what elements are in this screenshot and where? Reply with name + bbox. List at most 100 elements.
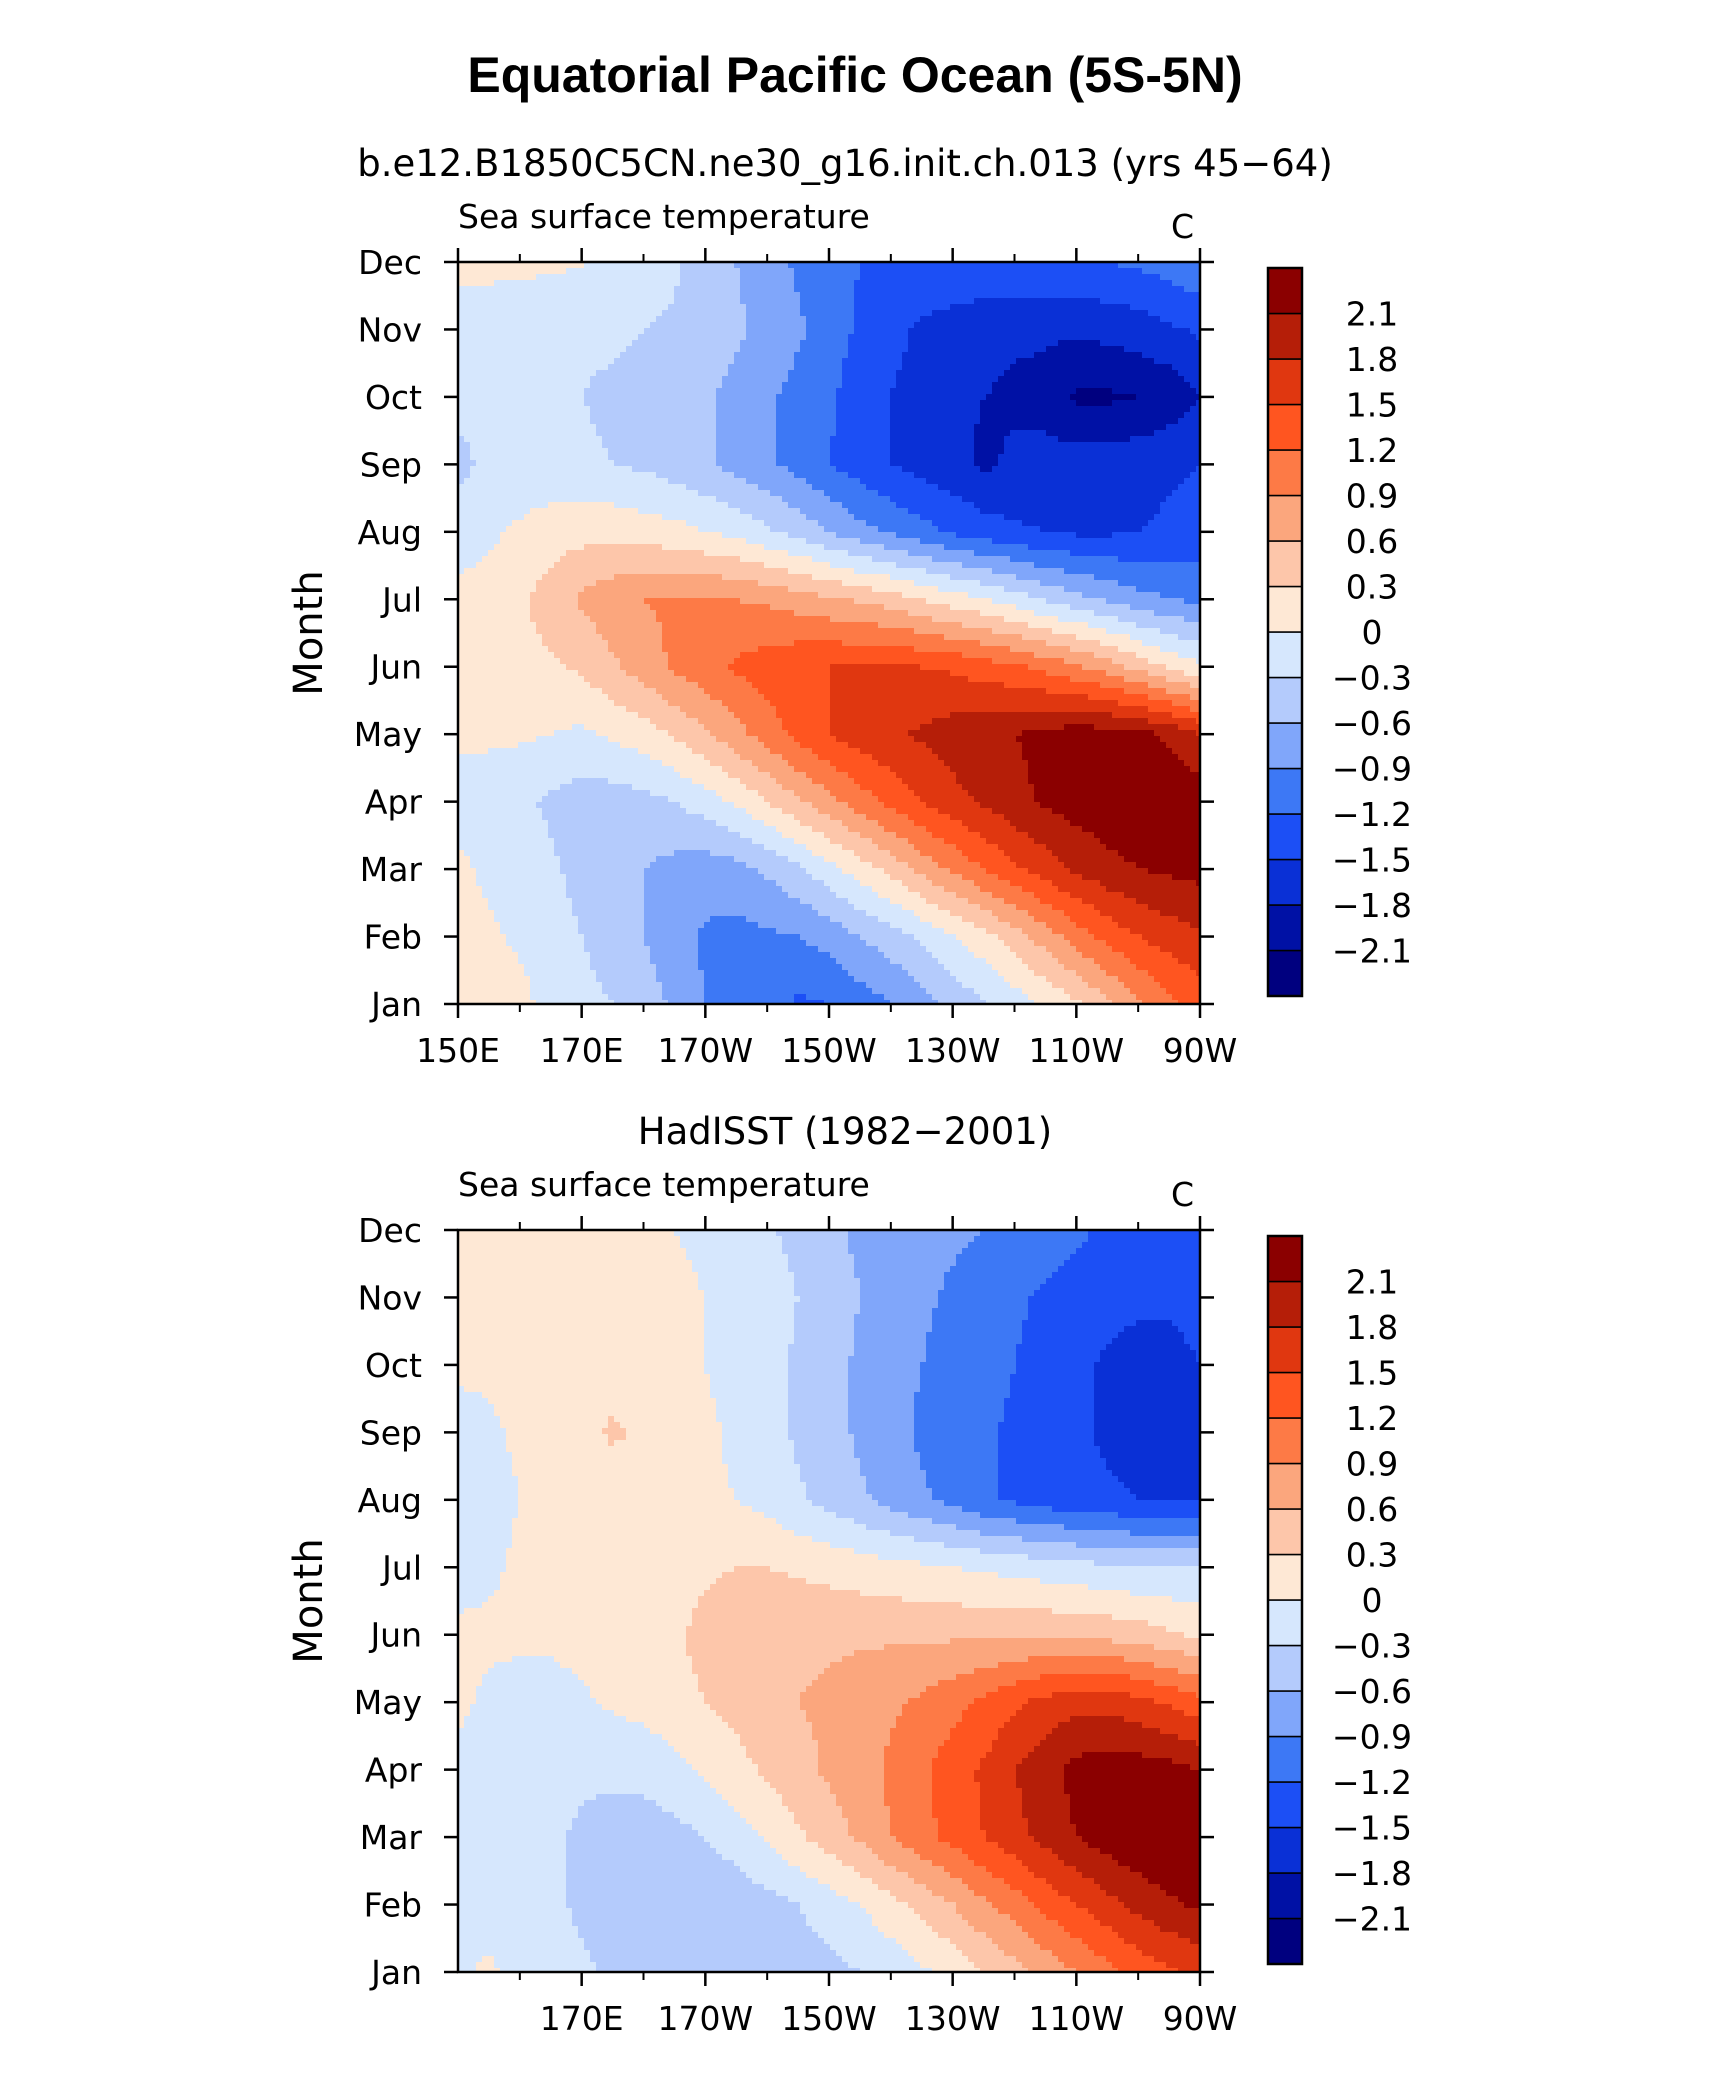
- sst-cell: [902, 418, 909, 425]
- sst-cell: [740, 364, 747, 371]
- sst-cell: [1040, 340, 1047, 347]
- sst-cell: [464, 298, 471, 305]
- sst-cell: [536, 412, 543, 419]
- sst-cell: [674, 268, 681, 275]
- sst-cell: [1112, 370, 1119, 377]
- sst-cell: [614, 436, 621, 443]
- sst-cell: [494, 358, 501, 365]
- sst-cell: [1100, 424, 1107, 431]
- sst-cell: [692, 340, 699, 347]
- sst-cell: [722, 358, 729, 365]
- sst-cell: [950, 460, 957, 467]
- sst-cell: [1088, 334, 1095, 341]
- sst-cell: [1142, 388, 1149, 395]
- sst-cell: [842, 352, 849, 359]
- sst-cell: [566, 286, 573, 293]
- sst-cell: [536, 298, 543, 305]
- sst-cell: [926, 472, 933, 479]
- sst-cell: [938, 472, 945, 479]
- sst-cell: [914, 358, 921, 365]
- sst-cell: [1058, 460, 1065, 467]
- sst-cell: [566, 322, 573, 329]
- sst-cell: [614, 406, 621, 413]
- sst-cell: [914, 340, 921, 347]
- sst-cell: [1070, 304, 1077, 311]
- sst-cell: [1016, 334, 1023, 341]
- sst-cell: [992, 424, 999, 431]
- sst-cell: [812, 442, 819, 449]
- sst-cell: [890, 352, 897, 359]
- sst-cell: [662, 280, 669, 287]
- sst-cell: [554, 472, 561, 479]
- sst-cell: [632, 418, 639, 425]
- sst-cell: [608, 364, 615, 371]
- sst-cell: [998, 466, 1005, 473]
- sst-cell: [956, 490, 963, 497]
- sst-cell: [584, 442, 591, 449]
- sst-cell: [596, 298, 603, 305]
- sst-cell: [530, 442, 537, 449]
- sst-cell: [1058, 292, 1065, 299]
- sst-cell: [1082, 322, 1089, 329]
- sst-cell: [842, 382, 849, 389]
- sst-cell: [482, 454, 489, 461]
- sst-cell: [656, 412, 663, 419]
- sst-cell: [494, 478, 501, 485]
- sst-cell: [626, 328, 633, 335]
- sst-cell: [602, 280, 609, 287]
- sst-cell: [878, 358, 885, 365]
- sst-cell: [1106, 388, 1113, 395]
- sst-cell: [710, 388, 717, 395]
- sst-cell: [530, 394, 537, 401]
- sst-cell: [1136, 334, 1143, 341]
- sst-cell: [1046, 424, 1053, 431]
- sst-cell: [680, 292, 687, 299]
- sst-cell: [608, 286, 615, 293]
- sst-cell: [680, 328, 687, 335]
- sst-cell: [998, 424, 1005, 431]
- sst-cell: [728, 460, 735, 467]
- sst-cell: [662, 268, 669, 275]
- sst-cell: [602, 460, 609, 467]
- sst-cell: [656, 424, 663, 431]
- sst-cell: [1034, 400, 1041, 407]
- sst-cell: [920, 388, 927, 395]
- sst-cell: [1040, 466, 1047, 473]
- sst-cell: [1154, 346, 1161, 353]
- sst-cell: [710, 304, 717, 311]
- sst-cell: [578, 490, 585, 497]
- sst-cell: [686, 484, 693, 491]
- sst-cell: [1022, 478, 1029, 485]
- sst-cell: [824, 346, 831, 353]
- sst-cell: [1016, 448, 1023, 455]
- sst-cell: [740, 460, 747, 467]
- sst-cell: [500, 478, 507, 485]
- sst-cell: [956, 352, 963, 359]
- sst-cell: [836, 388, 843, 395]
- sst-cell: [1148, 364, 1155, 371]
- sst-cell: [938, 298, 945, 305]
- sst-cell: [1088, 310, 1095, 317]
- sst-cell: [548, 460, 555, 467]
- sst-cell: [770, 322, 777, 329]
- sst-cell: [1154, 268, 1161, 275]
- sst-cell: [650, 436, 657, 443]
- sst-cell: [1094, 316, 1101, 323]
- sst-cell: [698, 340, 705, 347]
- sst-cell: [866, 334, 873, 341]
- sst-cell: [710, 370, 717, 377]
- sst-cell: [908, 280, 915, 287]
- sst-cell: [1100, 466, 1107, 473]
- sst-cell: [506, 376, 513, 383]
- sst-cell: [776, 478, 783, 485]
- sst-cell: [644, 322, 651, 329]
- sst-cell: [500, 346, 507, 353]
- sst-cell: [1184, 382, 1191, 389]
- sst-cell: [716, 304, 723, 311]
- sst-cell: [740, 316, 747, 323]
- sst-cell: [1124, 436, 1131, 443]
- sst-cell: [764, 328, 771, 335]
- sst-cell: [524, 358, 531, 365]
- sst-cell: [830, 340, 837, 347]
- sst-cell: [1154, 352, 1161, 359]
